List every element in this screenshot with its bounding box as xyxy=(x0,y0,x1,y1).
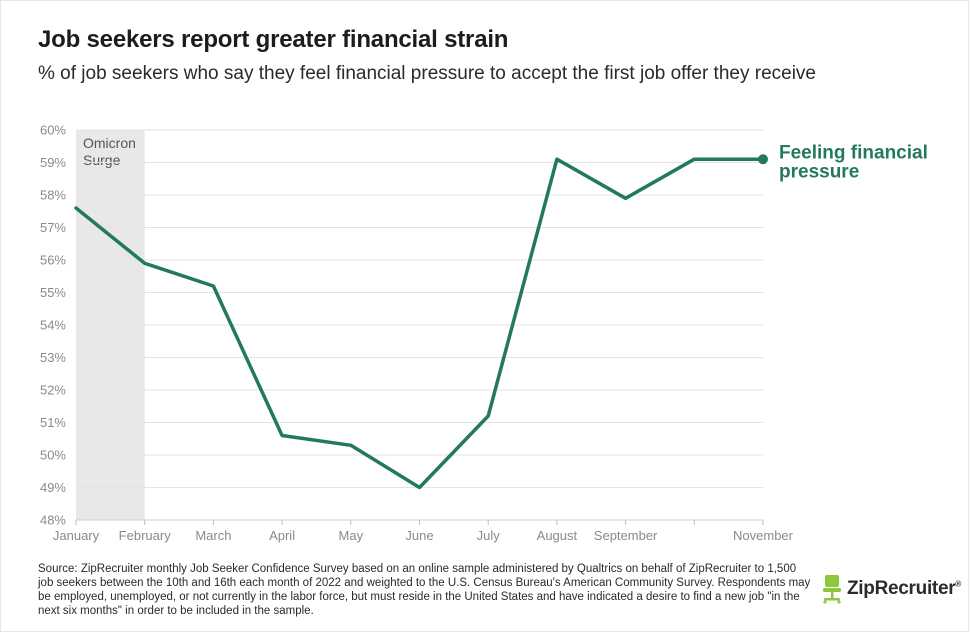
chart-title: Job seekers report greater financial str… xyxy=(38,26,509,53)
x-tick-label: April xyxy=(269,528,295,543)
x-tick-label: May xyxy=(339,528,364,543)
y-tick-label: 55% xyxy=(40,285,66,300)
omicron-band-label: Omicron xyxy=(83,135,136,151)
y-tick-label: 58% xyxy=(40,188,66,203)
y-tick-label: 57% xyxy=(40,220,66,235)
x-tick-label: February xyxy=(119,528,172,543)
x-tick-label: June xyxy=(405,528,433,543)
ziprecruiter-logo: ZipRecruiter® xyxy=(821,574,961,604)
y-tick-label: 48% xyxy=(40,513,66,528)
y-tick-label: 52% xyxy=(40,383,66,398)
x-tick-label: September xyxy=(594,528,658,543)
y-tick-label: 60% xyxy=(40,123,66,138)
series-end-point xyxy=(758,154,768,165)
x-tick-label: March xyxy=(195,528,231,543)
y-tick-label: 49% xyxy=(40,480,66,495)
y-tick-label: 56% xyxy=(40,253,66,268)
series-label: Feeling financial xyxy=(779,142,928,163)
series-label: pressure xyxy=(779,161,859,182)
y-tick-label: 59% xyxy=(40,155,66,170)
y-tick-label: 53% xyxy=(40,350,66,365)
y-tick-label: 54% xyxy=(40,318,66,333)
series-line xyxy=(74,157,765,490)
omicron-band-label: Surge xyxy=(83,152,121,168)
office-chair-icon xyxy=(823,575,841,604)
x-tick-label: November xyxy=(733,528,794,543)
x-tick-label: January xyxy=(53,528,100,543)
x-tick-label: August xyxy=(537,528,578,543)
y-tick-label: 51% xyxy=(40,415,66,430)
y-tick-label: 50% xyxy=(40,448,66,463)
chart-subtitle: % of job seekers who say they feel finan… xyxy=(38,63,816,84)
logo-text: ZipRecruiter® xyxy=(847,578,961,599)
source-note: Source: ZipRecruiter monthly Job Seeker … xyxy=(38,563,811,617)
x-tick-label: July xyxy=(477,528,501,543)
